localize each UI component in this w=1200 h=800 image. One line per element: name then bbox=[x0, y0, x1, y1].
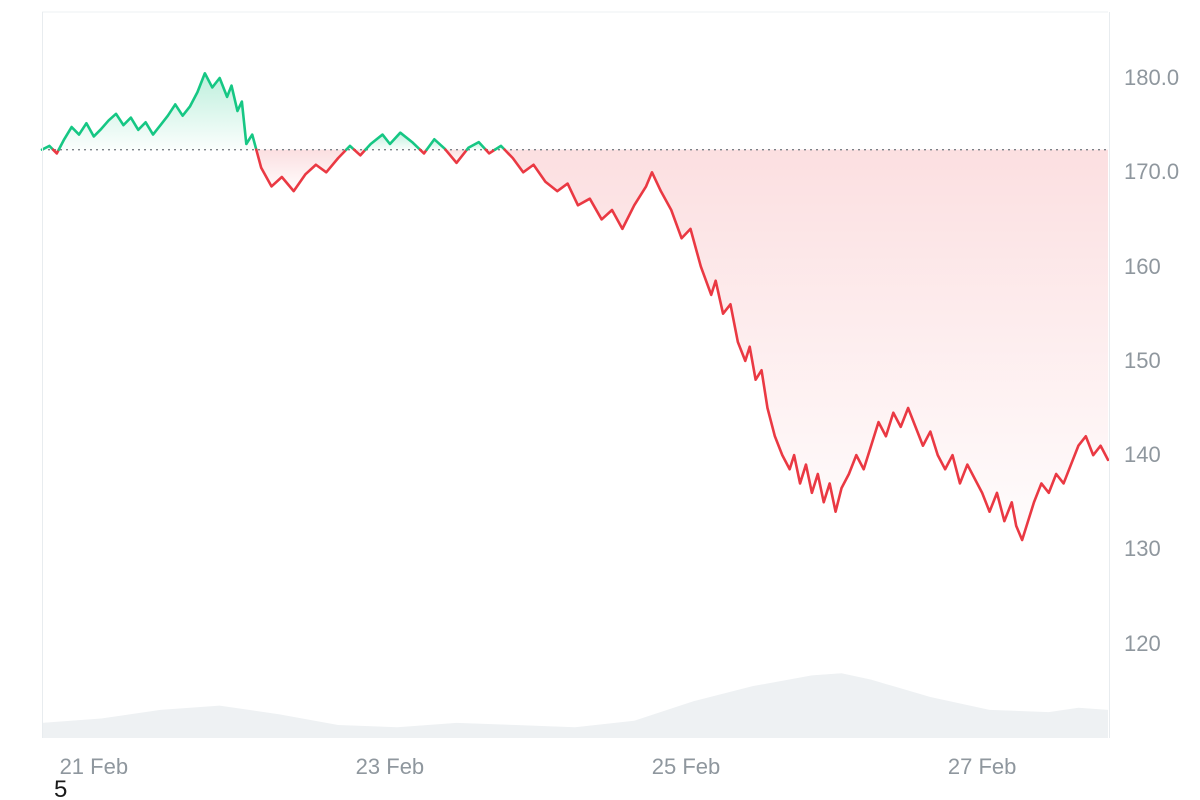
y-tick-label: 150 bbox=[1124, 348, 1161, 374]
y-tick-label: 180.0 bbox=[1124, 65, 1179, 91]
y-tick-label: 130 bbox=[1124, 536, 1161, 562]
x-tick-label: 23 Feb bbox=[356, 754, 425, 780]
x-tick-label: 21 Feb bbox=[60, 754, 129, 780]
x-tick-label: 27 Feb bbox=[948, 754, 1017, 780]
y-tick-label: 170.0 bbox=[1124, 159, 1179, 185]
y-tick-label: 120 bbox=[1124, 631, 1161, 657]
y-tick-label: 140 bbox=[1124, 442, 1161, 468]
price-chart: 120 130 140 150 160 170.0 180.0 21 Feb 23 Feb 25 … bbox=[0, 0, 1200, 800]
page-number: 5 bbox=[54, 776, 67, 800]
y-tick-label: 160 bbox=[1124, 254, 1161, 280]
plot-area bbox=[42, 12, 1110, 738]
x-tick-label: 25 Feb bbox=[652, 754, 721, 780]
